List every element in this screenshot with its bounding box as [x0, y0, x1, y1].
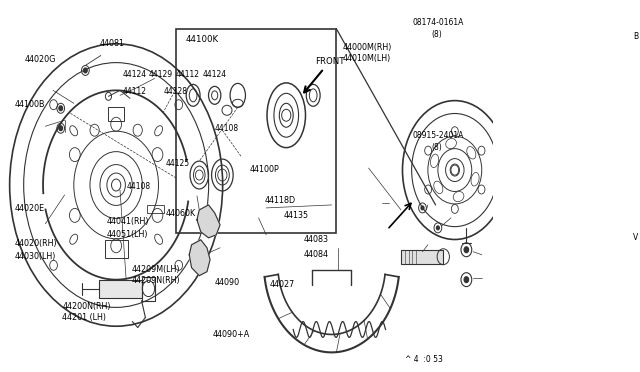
- Text: 44209N(RH): 44209N(RH): [131, 276, 180, 285]
- Text: 44128: 44128: [163, 87, 188, 96]
- Text: (8): (8): [432, 29, 442, 39]
- Circle shape: [464, 277, 468, 283]
- Bar: [401, 250, 444, 264]
- Text: 44100B: 44100B: [15, 100, 45, 109]
- Text: 44000M(RH): 44000M(RH): [343, 42, 392, 51]
- Circle shape: [83, 68, 87, 73]
- Text: ^ 4  :0 53: ^ 4 :0 53: [404, 355, 442, 364]
- Text: 44020E: 44020E: [15, 204, 45, 213]
- Bar: [147, 205, 164, 213]
- Bar: [141, 277, 156, 301]
- Polygon shape: [197, 205, 220, 238]
- Circle shape: [464, 247, 468, 253]
- Text: 44084: 44084: [303, 250, 329, 259]
- Text: 44100P: 44100P: [250, 165, 279, 174]
- Text: 44125: 44125: [166, 159, 190, 168]
- Text: 44027: 44027: [269, 280, 294, 289]
- Text: 08915-2401A: 08915-2401A: [412, 131, 463, 141]
- Text: B: B: [633, 32, 638, 41]
- Text: 44201 (LH): 44201 (LH): [62, 313, 106, 322]
- Text: 44129: 44129: [148, 70, 173, 79]
- Ellipse shape: [450, 164, 460, 176]
- Text: 44020(RH): 44020(RH): [15, 239, 57, 248]
- Bar: [104, 240, 128, 258]
- Text: 44083: 44083: [303, 235, 329, 244]
- Text: 44010M(LH): 44010M(LH): [343, 54, 391, 62]
- Text: 44112: 44112: [123, 87, 147, 96]
- Text: 44124: 44124: [123, 70, 147, 79]
- Text: 44209M(LH): 44209M(LH): [131, 265, 180, 274]
- Text: V: V: [633, 233, 638, 242]
- Text: (8): (8): [432, 142, 442, 151]
- Circle shape: [518, 217, 524, 223]
- Circle shape: [518, 147, 524, 154]
- Text: 44081: 44081: [99, 39, 124, 48]
- Circle shape: [436, 226, 440, 230]
- Text: 44200N(RH): 44200N(RH): [62, 302, 111, 311]
- Text: 44090+A: 44090+A: [212, 330, 250, 339]
- Text: 44090: 44090: [215, 278, 240, 287]
- Bar: [99, 280, 141, 298]
- Text: 44108: 44108: [215, 124, 239, 133]
- Text: 44020G: 44020G: [24, 55, 56, 64]
- Polygon shape: [189, 240, 210, 276]
- Text: 44112: 44112: [175, 70, 200, 79]
- Circle shape: [59, 106, 63, 111]
- Bar: [176, 29, 336, 233]
- Ellipse shape: [111, 179, 121, 191]
- Circle shape: [421, 206, 424, 210]
- Text: 44108: 44108: [126, 182, 150, 190]
- Text: 44060K: 44060K: [166, 209, 196, 218]
- Text: 44118D: 44118D: [264, 196, 296, 205]
- Text: 44030(LH): 44030(LH): [15, 252, 56, 261]
- Text: FRONT: FRONT: [315, 57, 344, 66]
- Text: 44124: 44124: [203, 70, 227, 79]
- Circle shape: [59, 126, 63, 131]
- Text: 44041(RH): 44041(RH): [107, 217, 149, 226]
- Text: 44135: 44135: [284, 211, 309, 220]
- Text: 44100K: 44100K: [186, 35, 218, 44]
- Bar: [108, 107, 124, 121]
- Text: 44051(LH): 44051(LH): [107, 230, 148, 239]
- Text: 08174-0161A: 08174-0161A: [412, 19, 463, 28]
